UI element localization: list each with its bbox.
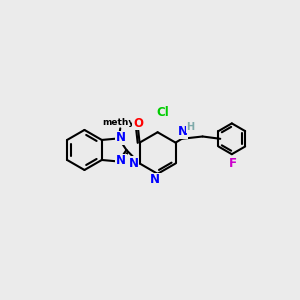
Text: H: H <box>186 122 194 132</box>
Text: N: N <box>178 125 188 138</box>
Text: N: N <box>150 173 160 187</box>
Text: Cl: Cl <box>157 106 169 119</box>
Text: N: N <box>116 154 126 167</box>
Text: N: N <box>116 131 126 144</box>
Text: O: O <box>133 117 143 130</box>
Text: F: F <box>230 157 237 170</box>
Text: methyl: methyl <box>103 118 138 127</box>
Text: N: N <box>128 157 138 170</box>
